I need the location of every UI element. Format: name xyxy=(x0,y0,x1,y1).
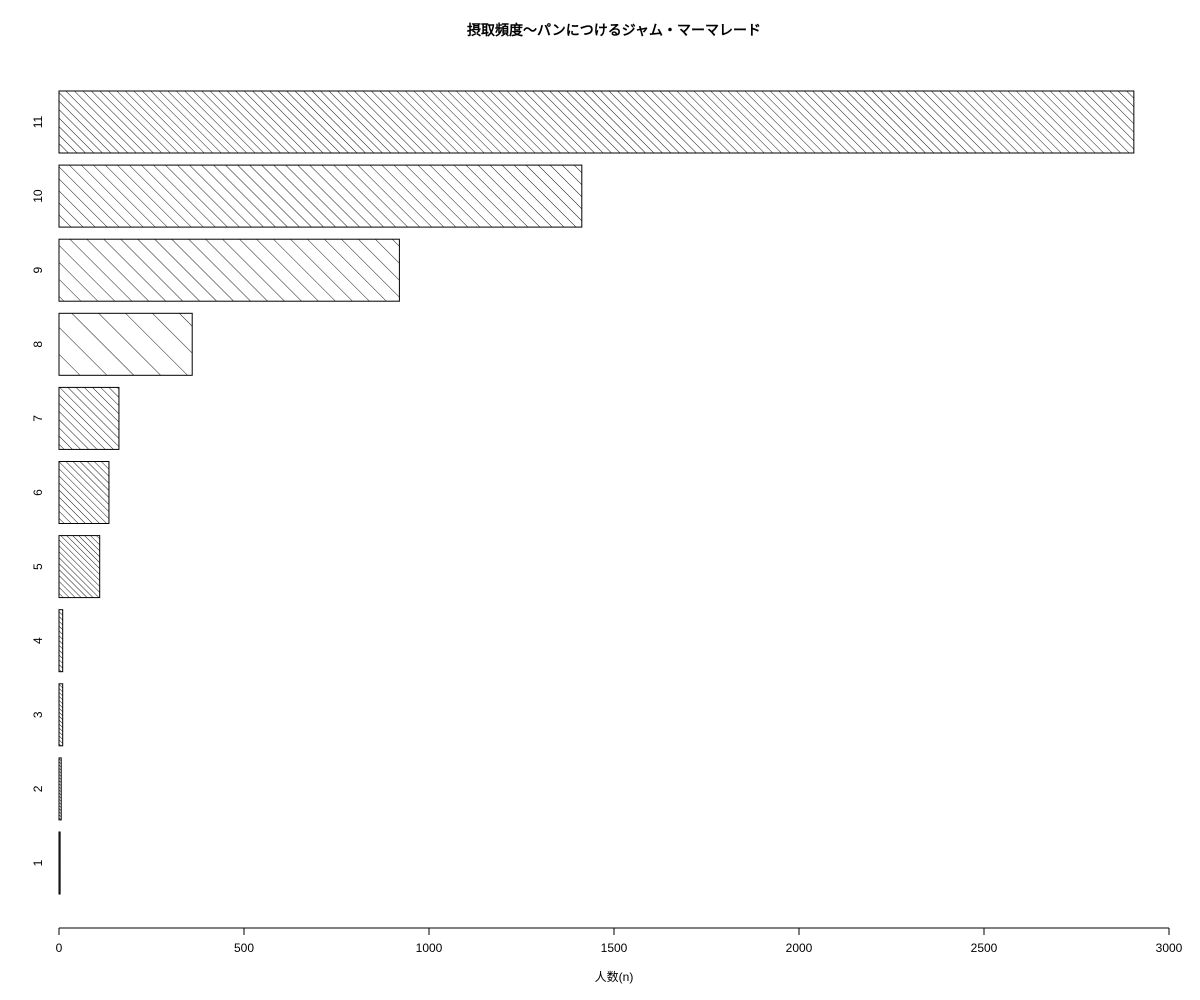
bar-6 xyxy=(58,461,110,524)
bar-10 xyxy=(58,164,583,228)
y-axis-tick-labels: 1 2 3 4 5 6 7 8 9 10 11 xyxy=(31,115,45,866)
x-tick-label-1500: 1500 xyxy=(601,941,628,955)
bar-8 xyxy=(58,312,193,376)
x-tick-label-2500: 2500 xyxy=(971,941,998,955)
y-tick-label-6: 6 xyxy=(31,489,45,496)
y-tick-label-9: 9 xyxy=(31,267,45,274)
x-axis-label: 人数(n) xyxy=(595,969,634,984)
bar-1 xyxy=(58,831,61,895)
bar-2 xyxy=(58,757,62,821)
x-tick-label-2000: 2000 xyxy=(786,941,813,955)
bar-4 xyxy=(58,609,64,673)
y-tick-label-10: 10 xyxy=(31,189,45,203)
bar-3 xyxy=(58,683,64,747)
x-tick-label-0: 0 xyxy=(56,941,63,955)
x-tick-label-1000: 1000 xyxy=(416,941,443,955)
chart-title: 摂取頻度〜パンにつけるジャム・マーマレード xyxy=(467,22,761,39)
y-tick-label-11: 11 xyxy=(31,115,45,128)
x-tick-label-3000: 3000 xyxy=(1156,941,1183,955)
x-axis: 0 500 1000 1500 2000 2500 3000 xyxy=(56,927,1183,955)
y-tick-label-3: 3 xyxy=(31,711,45,718)
y-tick-label-1: 1 xyxy=(31,859,45,866)
bar-7 xyxy=(58,386,120,450)
y-tick-label-2: 2 xyxy=(31,785,45,792)
bar-5 xyxy=(58,535,101,599)
x-tick-label-500: 500 xyxy=(234,941,254,955)
bar-9 xyxy=(58,238,400,302)
bar-11 xyxy=(58,90,1135,154)
y-tick-label-8: 8 xyxy=(31,341,45,348)
y-tick-label-4: 4 xyxy=(31,637,45,644)
y-tick-label-5: 5 xyxy=(31,563,45,570)
y-tick-label-7: 7 xyxy=(31,415,45,422)
bars-group xyxy=(58,90,1135,895)
